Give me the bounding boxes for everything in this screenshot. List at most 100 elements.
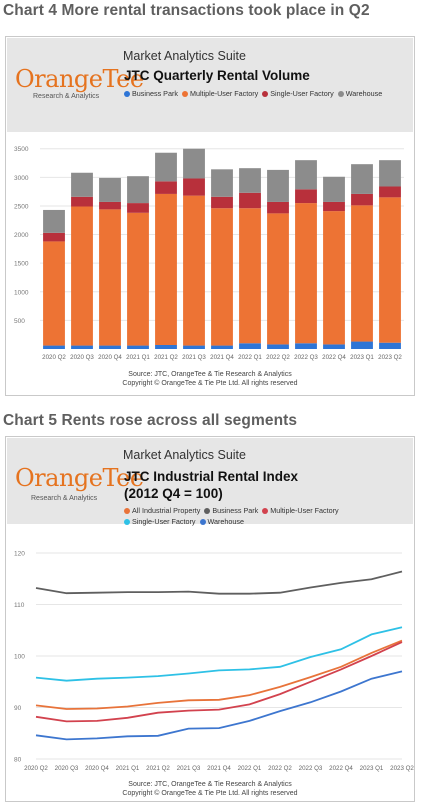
bar-segment-warehouse xyxy=(127,176,149,204)
x-tick-label: 2020 Q4 xyxy=(98,354,122,361)
legend-label: Business Park xyxy=(132,89,178,98)
series-line-single-user-factory xyxy=(35,626,403,682)
legend-item-single-user-factory: Single-User Factory xyxy=(262,89,334,98)
bar-segment-multiple-user-factory xyxy=(239,208,261,344)
chart-title: JTC Quarterly Rental Volume xyxy=(124,68,310,83)
copyright-line: Copyright © OrangeTee & Tie Pte Ltd. All… xyxy=(122,790,298,797)
x-tick-label: 2020 Q3 xyxy=(70,354,94,361)
legend-label: Multiple-User Factory xyxy=(189,89,259,98)
y-tick-label: 2500 xyxy=(14,203,29,210)
x-tick-label: 2023 Q2 xyxy=(390,765,414,772)
legend-dot-icon xyxy=(181,91,188,97)
x-tick-label: 2021 Q1 xyxy=(126,354,150,361)
x-tick-label: 2020 Q4 xyxy=(85,765,109,772)
legend-label: Single-User Factory xyxy=(132,517,196,526)
legend-item-single-user-factory: Single-User Factory xyxy=(124,517,196,526)
legend-label: Multiple-User Factory xyxy=(270,506,339,515)
legend-item-business-park: Business Park xyxy=(124,89,178,98)
chart-legend-row1: All Industrial Property Business Park Mult… xyxy=(124,506,343,515)
y-tick-label: 80 xyxy=(14,757,22,764)
legend-dot-icon xyxy=(199,519,206,525)
bar-segment-multiple-user-factory xyxy=(379,197,401,343)
x-tick-label: 2021 Q2 xyxy=(146,765,170,772)
x-tick-label: 2022 Q1 xyxy=(238,354,262,361)
x-tick-label: 2020 Q2 xyxy=(24,765,48,772)
bar-segment-multiple-user-factory xyxy=(127,212,149,346)
y-tick-label: 3500 xyxy=(14,146,29,153)
bar-segment-warehouse xyxy=(183,148,205,179)
x-tick-label: 2021 Q1 xyxy=(116,765,140,772)
bar-segment-business-park xyxy=(71,345,93,349)
chart-legend: Business Park Multiple-User Factory Single… xyxy=(124,89,386,98)
legend-label: Single-User Factory xyxy=(270,89,334,98)
bar-segment-single-user-factory xyxy=(127,203,149,213)
rental-volume-chart: 500 1000 1500 2000 2500 3000 3500 2020 Q2 2020 Q… xyxy=(14,146,404,361)
legend-item-warehouse: Warehouse xyxy=(337,89,382,98)
bar-segment-warehouse xyxy=(211,169,233,197)
bar-segment-multiple-user-factory xyxy=(71,206,93,346)
x-tick-label: 2022 Q3 xyxy=(299,765,323,772)
bar-segment-multiple-user-factory xyxy=(295,203,317,344)
x-tick-label: 2022 Q4 xyxy=(322,354,346,361)
legend-item-multiple-user-factory: Multiple-User Factory xyxy=(181,89,259,98)
bar-segment-business-park xyxy=(323,344,345,349)
bar-segment-multiple-user-factory xyxy=(267,213,289,345)
bar-segment-warehouse xyxy=(267,169,289,202)
bar-segment-business-park xyxy=(211,345,233,349)
bar-segment-warehouse xyxy=(323,176,345,202)
chart-legend-row2: Single-User Factory Warehouse xyxy=(124,517,248,526)
bar-segment-single-user-factory xyxy=(323,201,345,212)
bar-segment-multiple-user-factory xyxy=(211,208,233,346)
x-tick-label: 2022 Q3 xyxy=(294,354,318,361)
orangetee-logo: OrangeTee xyxy=(15,464,144,492)
bar-segment-single-user-factory xyxy=(183,178,205,196)
chart-title-line1: JTC Industrial Rental Index xyxy=(124,469,299,484)
source-line: Source: JTC, OrangeTee & Tie Research & … xyxy=(128,371,292,378)
bar-segment-business-park xyxy=(267,344,289,349)
x-tick-label: 2023 Q1 xyxy=(360,765,384,772)
legend-dot-icon xyxy=(124,91,130,97)
panel-header: OrangeTee Research & Analytics Market An… xyxy=(7,38,413,132)
logo-subtitle: Research & Analytics xyxy=(31,495,98,502)
bar-segment-warehouse xyxy=(43,209,65,233)
bar-segment-warehouse xyxy=(71,172,93,197)
bar-segment-multiple-user-factory xyxy=(43,241,65,346)
x-tick-label: 2021 Q4 xyxy=(207,765,231,772)
y-tick-label: 2000 xyxy=(14,232,29,239)
y-tick-label: 110 xyxy=(14,602,25,609)
legend-dot-icon xyxy=(124,519,130,525)
legend-item-all-industrial-property: All Industrial Property xyxy=(124,506,200,515)
bar-segment-multiple-user-factory xyxy=(323,211,345,345)
bar-segment-single-user-factory xyxy=(239,192,261,209)
bar-segment-warehouse xyxy=(379,160,401,187)
chart-title-line2: (2012 Q4 = 100) xyxy=(124,486,223,501)
chart4-section-title: Chart 4 More rental transactions took pl… xyxy=(3,2,370,19)
legend-dot-icon xyxy=(262,91,269,97)
x-tick-label: 2020 Q2 xyxy=(42,354,66,361)
source-line: Source: JTC, OrangeTee & Tie Research & … xyxy=(128,781,292,788)
bar-segment-single-user-factory xyxy=(211,196,233,209)
legend-dot-icon xyxy=(262,508,269,514)
bar-segment-business-park xyxy=(295,343,317,349)
x-tick-label: 2022 Q2 xyxy=(268,765,292,772)
rental-volume-panel: OrangeTee Research & Analytics Market An… xyxy=(5,36,415,396)
bar-segment-business-park xyxy=(155,344,177,349)
copyright-line: Copyright © OrangeTee & Tie Pte Ltd. All… xyxy=(122,380,298,387)
bar-segment-business-park xyxy=(99,345,121,349)
y-tick-label: 1500 xyxy=(14,261,29,268)
bar-segment-single-user-factory xyxy=(43,232,65,242)
legend-dot-icon xyxy=(337,91,344,97)
source-note: Source: JTC, OrangeTee & Tie Research & … xyxy=(6,780,414,798)
rental-index-panel: OrangeTee Research & Analytics Market An… xyxy=(5,436,415,802)
legend-label: All Industrial Property xyxy=(132,506,201,515)
bar-segment-multiple-user-factory xyxy=(99,209,121,346)
y-tick-label: 3000 xyxy=(14,175,29,182)
suite-label: Market Analytics Suite xyxy=(123,448,246,462)
y-tick-label: 500 xyxy=(14,318,25,325)
bar-segment-business-park xyxy=(43,345,65,349)
bar-segment-multiple-user-factory xyxy=(351,205,373,342)
series-line-all-industrial-property xyxy=(35,639,403,710)
series-line-multiple-user-factory xyxy=(35,641,403,723)
x-tick-label: 2021 Q4 xyxy=(210,354,234,361)
legend-item-warehouse: Warehouse xyxy=(199,517,244,526)
